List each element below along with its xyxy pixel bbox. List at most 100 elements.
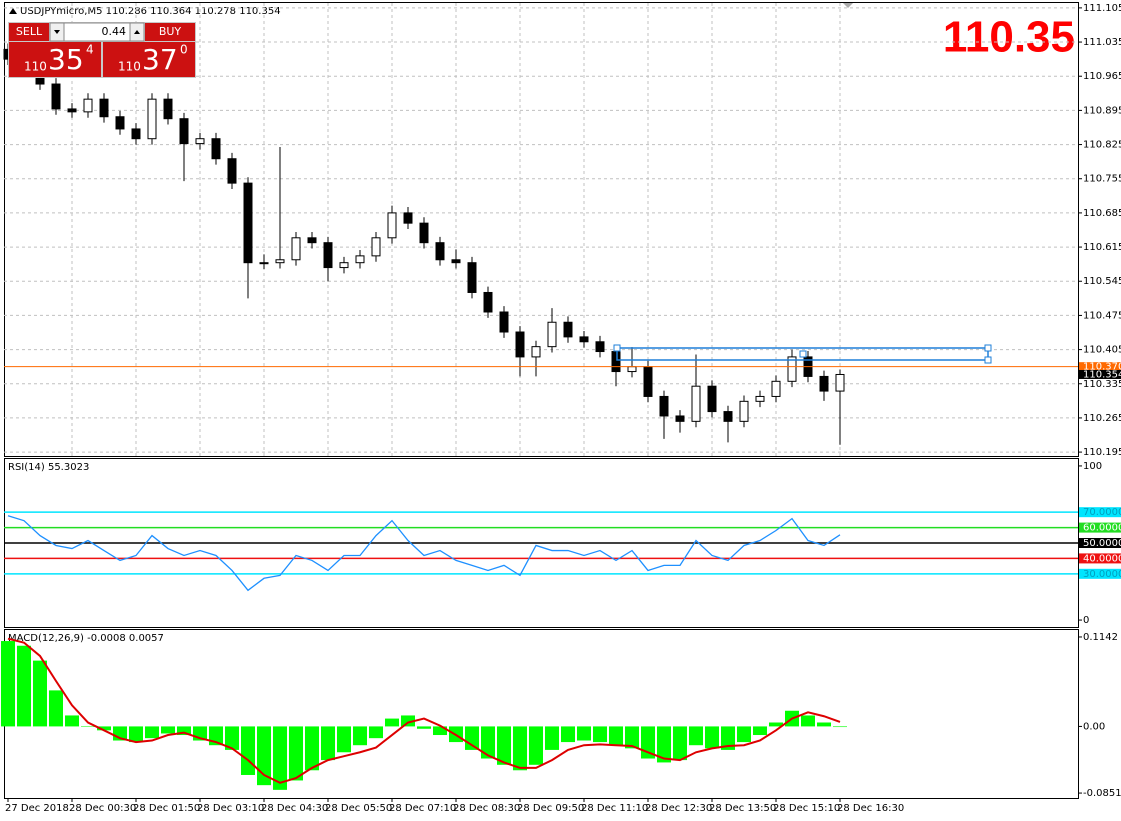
bid-main[interactable]: 35 <box>48 43 84 76</box>
candle-body <box>691 385 701 422</box>
sell-label[interactable]: SELL <box>16 25 43 38</box>
price-tag-label: 110.354 <box>1083 369 1121 380</box>
candle-body <box>611 351 621 373</box>
candle-body <box>547 321 557 348</box>
histogram-bar <box>385 718 399 727</box>
histogram-bar <box>1 641 15 727</box>
bid-small[interactable]: 4 <box>86 43 94 57</box>
ask-main[interactable]: 37 <box>142 43 178 76</box>
bid-box[interactable] <box>9 42 101 77</box>
level-tag <box>1079 507 1121 518</box>
candle-body <box>563 321 573 338</box>
level-label: 70.0000 <box>1083 507 1121 518</box>
price-tag-label: 110.370 <box>1083 362 1121 373</box>
bid-big[interactable]: 110 <box>24 60 47 74</box>
histogram-bar <box>33 660 47 727</box>
candle-body <box>435 242 445 261</box>
ask-small[interactable]: 0 <box>180 43 188 57</box>
histogram-bar <box>561 726 575 743</box>
histogram-bar <box>545 726 559 750</box>
x-tick-label: 28 Dec 04:30 <box>261 803 328 814</box>
candle-body <box>307 237 317 244</box>
y-tick-label: 110.265 <box>1083 413 1121 424</box>
candle-body <box>531 346 541 358</box>
price-title: USDJPYmicro,M5 110.286 110.364 110.278 1… <box>20 6 281 17</box>
volume-value[interactable]: 0.44 <box>102 25 127 38</box>
histogram-bar <box>577 726 591 741</box>
histogram-bar <box>225 726 239 750</box>
handle <box>984 344 992 352</box>
candle-body <box>723 411 733 422</box>
y-tick-label: 110.335 <box>1083 379 1121 390</box>
x-tick-label: 27 Dec 2018 <box>5 803 69 814</box>
histogram-bar <box>353 726 367 746</box>
level-tag <box>1079 538 1121 548</box>
big-price: 110.35 <box>943 13 1075 62</box>
histogram-bar <box>529 726 543 765</box>
arrow-up <box>134 30 140 34</box>
candle-body <box>499 311 509 333</box>
histogram-bar <box>721 726 735 750</box>
candle-body <box>787 356 797 382</box>
histogram-bar <box>161 726 175 734</box>
x-tick-label: 28 Dec 01:50 <box>133 803 200 814</box>
rectangle-object <box>616 347 989 361</box>
x-tick-label: 28 Dec 08:30 <box>453 803 520 814</box>
buy-label[interactable]: BUY <box>159 25 182 38</box>
candle-body <box>115 116 125 130</box>
handle <box>799 350 807 358</box>
x-tick-label: 28 Dec 03:10 <box>197 803 264 814</box>
sell-button[interactable] <box>9 23 49 41</box>
candle-body <box>275 259 285 264</box>
price-tag <box>1079 369 1121 379</box>
histogram-bar <box>241 726 255 775</box>
ask-big[interactable]: 110 <box>118 60 141 74</box>
histogram-bar <box>513 726 527 771</box>
y-tick-label: -0.0851 <box>1083 788 1121 799</box>
signal-line <box>7 637 841 784</box>
histogram-bar <box>737 726 751 743</box>
level-tag <box>1079 553 1121 564</box>
y-tick-label: 110.965 <box>1083 71 1121 82</box>
x-tick-label: 28 Dec 15:10 <box>773 803 840 814</box>
y-tick-label: 110.405 <box>1083 345 1121 356</box>
histogram-bar <box>49 690 63 727</box>
ask-box[interactable] <box>103 42 195 77</box>
histogram-bar <box>497 726 511 765</box>
level-label: 50.0000 <box>1083 538 1121 549</box>
histogram-bar <box>689 726 703 746</box>
histogram-bar <box>801 715 815 727</box>
buy-button[interactable] <box>145 23 195 41</box>
histogram-bar <box>833 726 847 728</box>
histogram-bar <box>289 726 303 781</box>
candle-body <box>243 182 253 264</box>
candle-body <box>419 222 429 244</box>
candle-body <box>659 395 669 417</box>
histogram-bar <box>273 726 287 790</box>
x-tick-label: 28 Dec 13:50 <box>709 803 776 814</box>
candle-body <box>771 380 781 397</box>
candle-body <box>627 366 637 373</box>
candle-body <box>195 138 205 145</box>
candle-body <box>835 373 845 392</box>
candle-body <box>707 385 717 413</box>
price-tag <box>1079 362 1121 372</box>
histogram-bar <box>17 645 31 727</box>
candle-body <box>227 158 237 184</box>
x-tick-label: 28 Dec 09:50 <box>517 803 584 814</box>
histogram-bar <box>321 726 335 761</box>
x-tick-label: 28 Dec 16:30 <box>837 803 904 814</box>
candle-body <box>339 262 349 269</box>
candle-body <box>131 128 141 140</box>
histogram-bar <box>593 726 607 743</box>
candle-body <box>179 118 189 145</box>
candle-body <box>467 262 477 293</box>
histogram-bar <box>673 726 687 761</box>
x-tick-label: 28 Dec 12:30 <box>645 803 712 814</box>
histogram-bar <box>625 726 639 749</box>
candle-body <box>291 237 301 261</box>
histogram-bar <box>305 726 319 771</box>
candle-body <box>147 98 157 140</box>
histogram-bar <box>337 726 351 753</box>
candle-body <box>739 400 749 422</box>
